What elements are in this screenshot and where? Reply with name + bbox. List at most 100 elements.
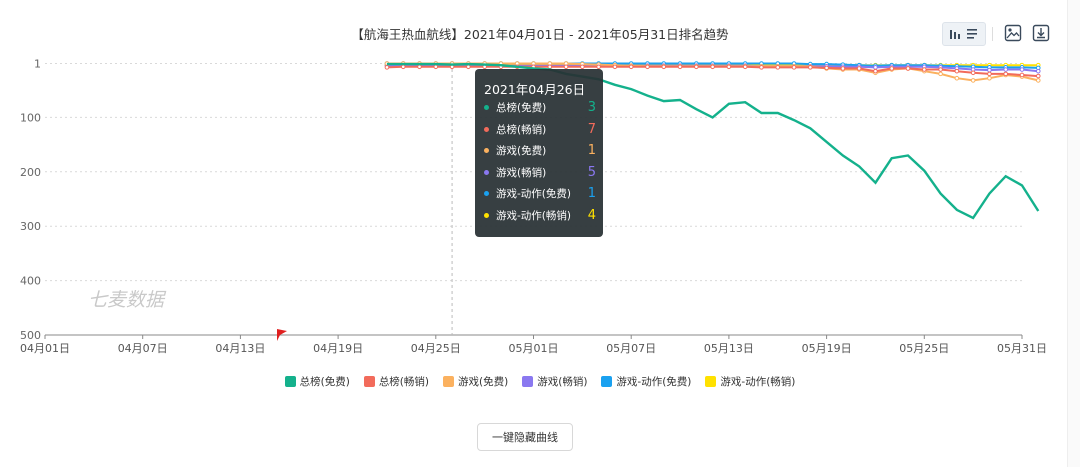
legend-item[interactable]: 游戏-动作(畅销): [705, 374, 795, 389]
tooltip-series-name: 游戏-动作(畅销): [496, 209, 571, 222]
legend-item[interactable]: 总榜(免费): [284, 374, 350, 389]
y-tick-label: 500: [20, 329, 41, 342]
tooltip-row: 游戏(畅销) 5: [484, 165, 596, 180]
y-tick-label: 1: [34, 58, 41, 71]
legend-swatch: [522, 376, 534, 387]
tooltip-value: 3: [587, 100, 596, 115]
series-point: [417, 64, 422, 70]
series-point: [970, 70, 976, 76]
series-point: [873, 65, 878, 70]
toolbar-divider: [992, 27, 993, 41]
series-point: [824, 65, 829, 71]
y-tick-label: 300: [20, 220, 41, 233]
chart-legend: 总榜(免费) 总榜(畅销) 游戏(免费) 游戏(畅销) 游戏-动作(免费) 游戏-动作(畅…: [0, 374, 1080, 389]
watermark: 七麦数据: [88, 289, 167, 311]
x-tick-label: 05月25日: [899, 342, 949, 355]
tooltip-series-name: 总榜(畅销): [496, 123, 547, 136]
series-point: [987, 75, 992, 81]
hide-all-curves-button[interactable]: 一键隐藏曲线: [477, 423, 573, 451]
tooltip-row: 游戏(免费) 1: [484, 143, 596, 158]
series-point: [433, 64, 439, 70]
series-point: [580, 64, 585, 70]
tooltip-row: 总榜(畅销) 7: [484, 122, 596, 137]
series-point: [954, 75, 960, 81]
tooltip-series-name: 游戏(免费): [496, 145, 547, 157]
series-point: [466, 64, 471, 70]
tooltip-value: 5: [587, 164, 596, 180]
tooltip-series-name: 总榜(免费): [496, 102, 547, 114]
legend-label: 总榜(畅销): [378, 376, 430, 388]
series-point: [840, 66, 846, 71]
series-point: [400, 64, 406, 70]
bar-line-toggle-icon[interactable]: [942, 22, 986, 46]
series-point: [384, 65, 390, 70]
y-tick-label: 400: [20, 275, 41, 288]
series-point: [905, 66, 911, 71]
series-point: [742, 64, 748, 70]
x-tick-label: 04月25日: [411, 342, 461, 355]
legend-label: 总榜(免费): [299, 376, 350, 388]
series-point: [873, 68, 878, 74]
series-point: [922, 67, 927, 72]
tooltip-series-name: 游戏-动作(免费): [496, 188, 571, 200]
series-point: [677, 64, 683, 70]
tooltip-dot: [484, 191, 489, 196]
tooltip-dot: [484, 212, 489, 218]
series-point: [1035, 78, 1041, 83]
image-save-icon[interactable]: [1002, 22, 1024, 44]
download-icon[interactable]: [1030, 22, 1052, 44]
series-point: [938, 67, 943, 72]
legend-swatch: [363, 376, 375, 387]
legend-item[interactable]: 总榜(畅销): [363, 374, 430, 389]
series-point: [726, 64, 732, 70]
series-point: [710, 64, 715, 70]
series-point: [1019, 72, 1025, 78]
chart-title: 【航海王热血航线】2021年04月01日 - 2021年05月31日排名趋势: [351, 27, 729, 42]
series-point: [612, 64, 618, 70]
series-point: [645, 64, 650, 70]
tooltip-row: 总榜(免费) 3: [484, 100, 596, 115]
tooltip-dot: [484, 105, 489, 110]
tooltip-value: 1: [587, 143, 596, 158]
series-point: [954, 68, 960, 74]
tooltip-dot: [484, 169, 489, 175]
x-tick-label: 05月01日: [509, 342, 559, 355]
series-point: [889, 66, 895, 71]
legend-label: 游戏(畅销): [537, 376, 588, 388]
x-tick-label: 05月13日: [704, 342, 754, 355]
legend-swatch: [284, 376, 296, 387]
x-tick-label: 04月13日: [215, 342, 265, 355]
legend-item[interactable]: 游戏(畅销): [522, 374, 587, 389]
legend-label: 游戏(免费): [458, 376, 509, 388]
tooltip-dot: [484, 148, 489, 153]
series-point: [856, 66, 862, 71]
legend-item[interactable]: 游戏(免费): [443, 374, 508, 389]
series-point: [1019, 67, 1025, 72]
tooltip-value: 4: [587, 207, 596, 223]
page-scrollbar[interactable]: [1067, 0, 1080, 467]
legend-swatch: [705, 376, 717, 387]
legend-item[interactable]: 游戏-动作(免费): [601, 374, 691, 389]
x-tick-label: 05月07日: [606, 342, 656, 355]
legend-label: 游戏-动作(免费): [616, 376, 692, 388]
tooltip-row: 游戏-动作(畅销) 4: [484, 208, 596, 223]
series-point: [694, 64, 699, 70]
series-point: [1035, 68, 1041, 74]
series-point: [596, 64, 601, 70]
series-point: [808, 65, 813, 70]
tooltip-value: 1: [587, 186, 596, 201]
series-point: [987, 67, 992, 73]
x-tick-label: 05月19日: [802, 342, 852, 355]
series-point: [1003, 67, 1009, 72]
series-point: [970, 78, 976, 83]
tooltip-dot: [484, 126, 489, 132]
series-point: [628, 64, 634, 70]
series-point: [563, 64, 569, 70]
series-point: [791, 65, 797, 70]
legend-swatch: [601, 376, 613, 387]
series-point: [775, 65, 781, 70]
series-point: [661, 64, 667, 70]
y-tick-label: 100: [20, 111, 41, 124]
x-tick-label: 04月01日: [20, 342, 70, 355]
